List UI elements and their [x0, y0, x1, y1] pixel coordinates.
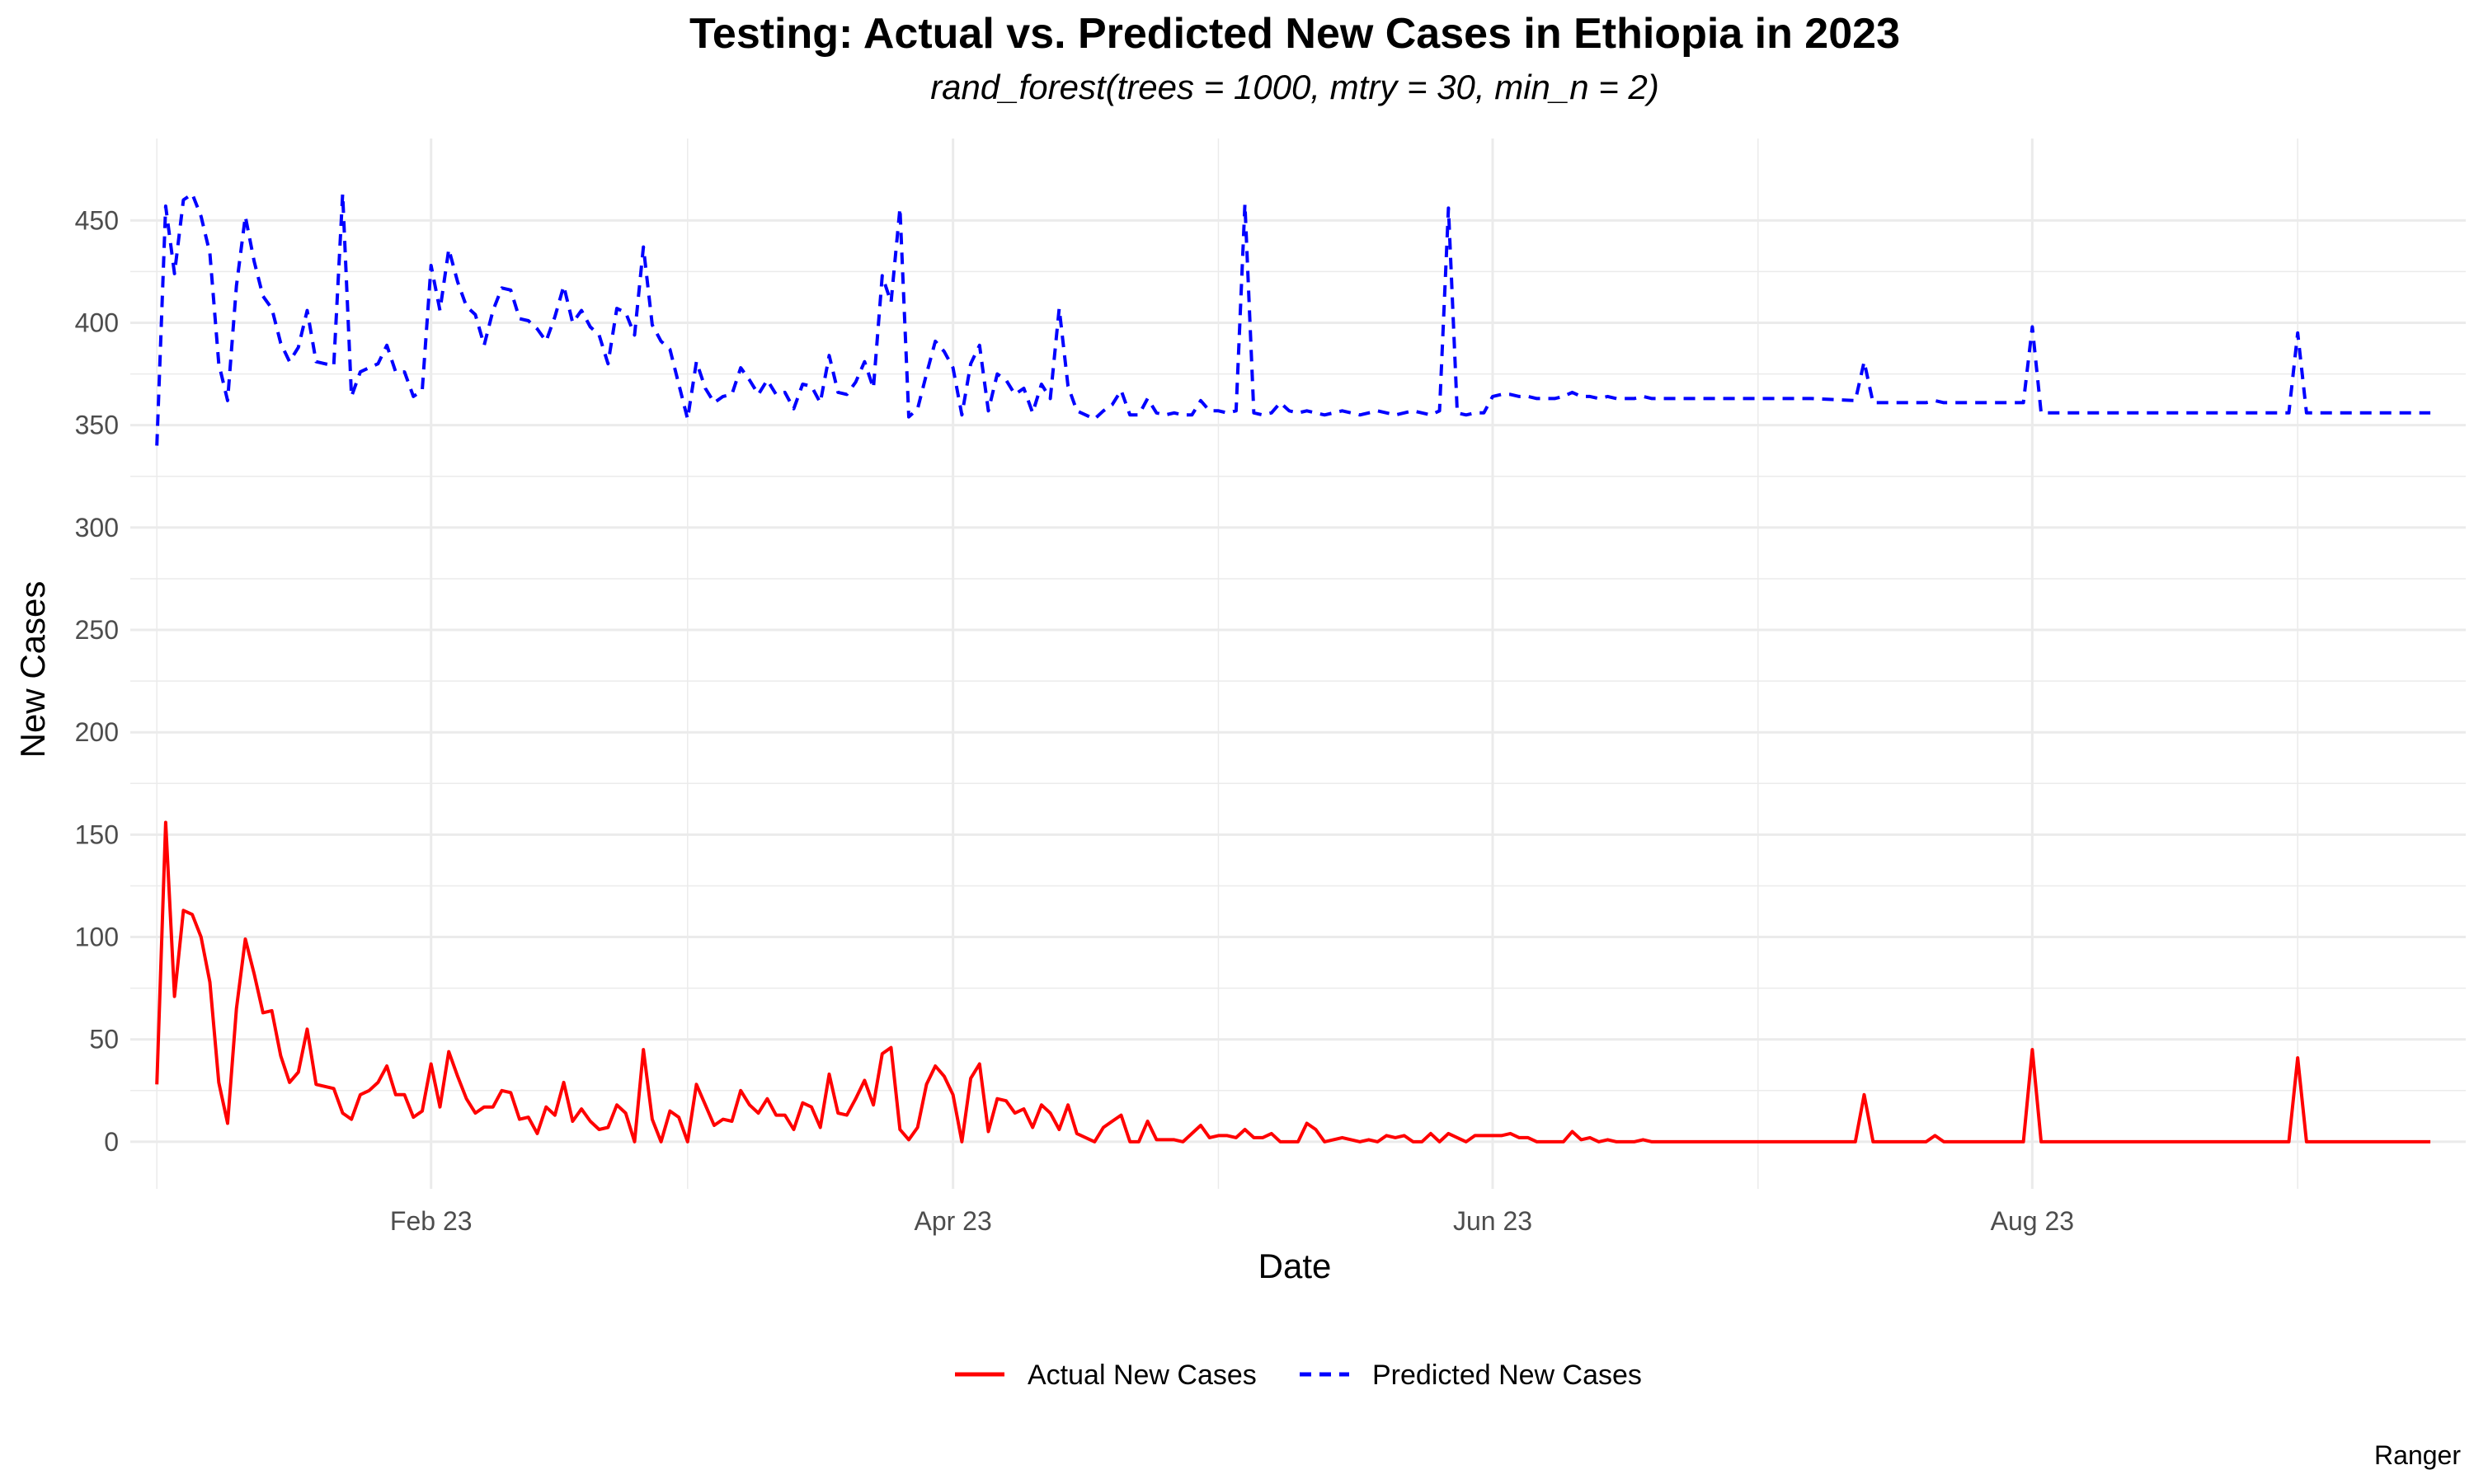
- x-axis-title: Date: [1258, 1247, 1332, 1285]
- chart-title: Testing: Actual vs. Predicted New Cases …: [689, 10, 1900, 58]
- series-line-actual: [155, 820, 2431, 1144]
- y-tick-label: 300: [75, 513, 119, 542]
- y-tick-label: 350: [75, 411, 119, 440]
- chart-subtitle: rand_forest(trees = 1000, mtry = 30, min…: [930, 68, 1659, 106]
- x-tick-label: Feb 23: [390, 1206, 473, 1236]
- y-tick-labels: 0 50 100 150 200 250 300 350 400 450: [75, 205, 119, 1157]
- chart-caption: Ranger: [2374, 1440, 2461, 1470]
- y-tick-label: 50: [89, 1025, 119, 1054]
- x-tick-label: Apr 23: [914, 1206, 991, 1236]
- x-tick-label: Jun 23: [1453, 1206, 1532, 1236]
- legend-label-actual: Actual New Cases: [1028, 1360, 1257, 1391]
- legend: Actual New Cases Predicted New Cases: [955, 1360, 1642, 1391]
- y-tick-label: 250: [75, 615, 119, 645]
- y-tick-label: 100: [75, 923, 119, 952]
- series-lines: [155, 192, 2431, 1144]
- y-tick-label: 200: [75, 717, 119, 747]
- y-tick-label: 400: [75, 308, 119, 338]
- legend-label-predicted: Predicted New Cases: [1372, 1360, 1642, 1391]
- y-tick-label: 0: [104, 1127, 119, 1157]
- x-tick-label: Aug 23: [1991, 1206, 2074, 1236]
- y-tick-label: 450: [75, 205, 119, 235]
- x-tick-labels: Feb 23 Apr 23 Jun 23 Aug 23: [390, 1206, 2074, 1236]
- y-tick-label: 150: [75, 819, 119, 849]
- grid-lines: [130, 139, 2466, 1189]
- series-line-predicted: [155, 192, 2431, 446]
- y-axis-title: New Cases: [13, 581, 52, 758]
